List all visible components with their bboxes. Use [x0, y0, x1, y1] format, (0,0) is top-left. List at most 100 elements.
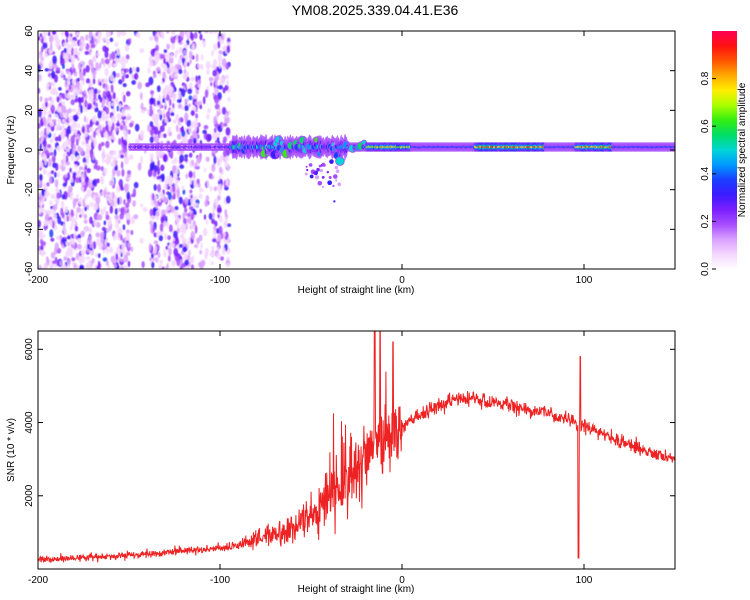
noise-speck: [213, 186, 218, 192]
tail-blob: [335, 169, 340, 173]
noise-speck: [60, 221, 64, 226]
noise-speck: [169, 86, 174, 92]
noise-speck: [200, 259, 206, 267]
noise-speck: [81, 255, 86, 264]
snr-x-ticks: -200 -100 0 100: [28, 331, 593, 586]
noise-speck: [126, 191, 131, 200]
noise-speck: [90, 43, 96, 49]
spectrogram-heatmap: [38, 31, 675, 269]
noise-speck: [93, 220, 98, 227]
noise-speck: [189, 176, 193, 185]
noise-speck: [106, 242, 110, 247]
tail-blob: [306, 168, 309, 172]
noise-speck: [121, 108, 126, 118]
spectrogram-y-label: Frequency (Hz): [6, 116, 17, 185]
noise-speck: [160, 62, 164, 69]
noise-speck: [110, 115, 115, 123]
noise-speck: [38, 154, 40, 161]
noise-speck: [71, 216, 75, 223]
noise-speck: [217, 54, 223, 63]
noise-speck: [46, 103, 52, 108]
noise-speck: [217, 233, 222, 242]
noise-speck: [65, 86, 68, 91]
noise-speck: [126, 252, 131, 256]
noise-speck: [47, 31, 51, 37]
noise-speck: [61, 143, 66, 150]
noise-speck: [130, 230, 134, 236]
noise-speck: [52, 213, 58, 219]
noise-speck: [148, 76, 154, 86]
noise-speck: [163, 198, 168, 203]
noise-speck: [123, 264, 128, 269]
noise-speck: [184, 98, 189, 103]
noise-speck: [81, 181, 86, 186]
noise-speck: [74, 197, 79, 203]
noise-speck: [121, 242, 126, 251]
noise-speck: [137, 81, 143, 90]
noise-speck: [179, 116, 184, 123]
noise-speck: [116, 47, 121, 56]
noise-speck: [92, 115, 97, 123]
noise-speck: [74, 151, 78, 157]
noise-speck: [212, 212, 215, 219]
noise-speck: [186, 241, 190, 250]
noise-speck: [108, 136, 112, 141]
noise-speck: [120, 161, 124, 169]
noise-speck: [210, 81, 213, 87]
noise-speck: [49, 138, 54, 144]
noise-speck: [112, 156, 118, 161]
x-tick-label: -100: [210, 575, 230, 586]
noise-speck: [158, 264, 163, 269]
noise-speck: [70, 94, 76, 100]
noise-speck: [42, 110, 48, 116]
noise-speck: [44, 101, 48, 108]
tail-blob: [313, 171, 317, 175]
noise-speck: [42, 266, 48, 269]
noise-speck: [65, 241, 69, 246]
noise-speck: [196, 237, 200, 245]
noise-speck: [211, 50, 215, 57]
noise-speck: [185, 173, 188, 179]
noise-speck: [50, 104, 56, 113]
noise-speck: [44, 156, 47, 166]
noise-speck: [118, 103, 122, 109]
noise-speck: [108, 31, 112, 36]
noise-speck: [81, 140, 86, 146]
snr-x-label: Height of straight line (km): [298, 584, 415, 595]
noise-speck: [182, 49, 187, 55]
noise-speck: [61, 124, 66, 129]
noise-speck: [44, 150, 50, 156]
noise-speck: [97, 94, 102, 100]
noise-speck: [154, 256, 158, 263]
tail-blob: [321, 162, 325, 166]
noise-speck: [60, 101, 66, 106]
noise-speck: [85, 149, 88, 155]
noise-speck: [99, 81, 102, 86]
noise-speck: [85, 262, 89, 269]
noise-speck: [122, 139, 128, 146]
noise-speck: [190, 110, 195, 116]
noise-speck: [76, 57, 80, 61]
noise-speck: [160, 31, 164, 38]
noise-speck: [199, 33, 203, 41]
y-tick-label: 40: [24, 65, 35, 77]
noise-speck: [98, 62, 102, 69]
noise-speck: [80, 173, 85, 181]
noise-speck: [176, 98, 182, 104]
noise-speck: [142, 207, 148, 213]
noise-speck: [218, 61, 222, 69]
noise-speck: [105, 214, 110, 221]
noise-speck: [169, 153, 174, 159]
snr-plot-area: [38, 331, 675, 564]
noise-speck: [82, 198, 86, 207]
noise-speck: [44, 209, 49, 215]
noise-speck: [148, 108, 154, 117]
noise-speck: [159, 223, 164, 232]
noise-speck: [83, 170, 87, 180]
noise-speck: [66, 235, 71, 240]
noise-speck: [77, 96, 83, 103]
noise-speck: [60, 105, 66, 114]
noise-speck: [69, 33, 73, 38]
noise-speck: [218, 215, 223, 223]
